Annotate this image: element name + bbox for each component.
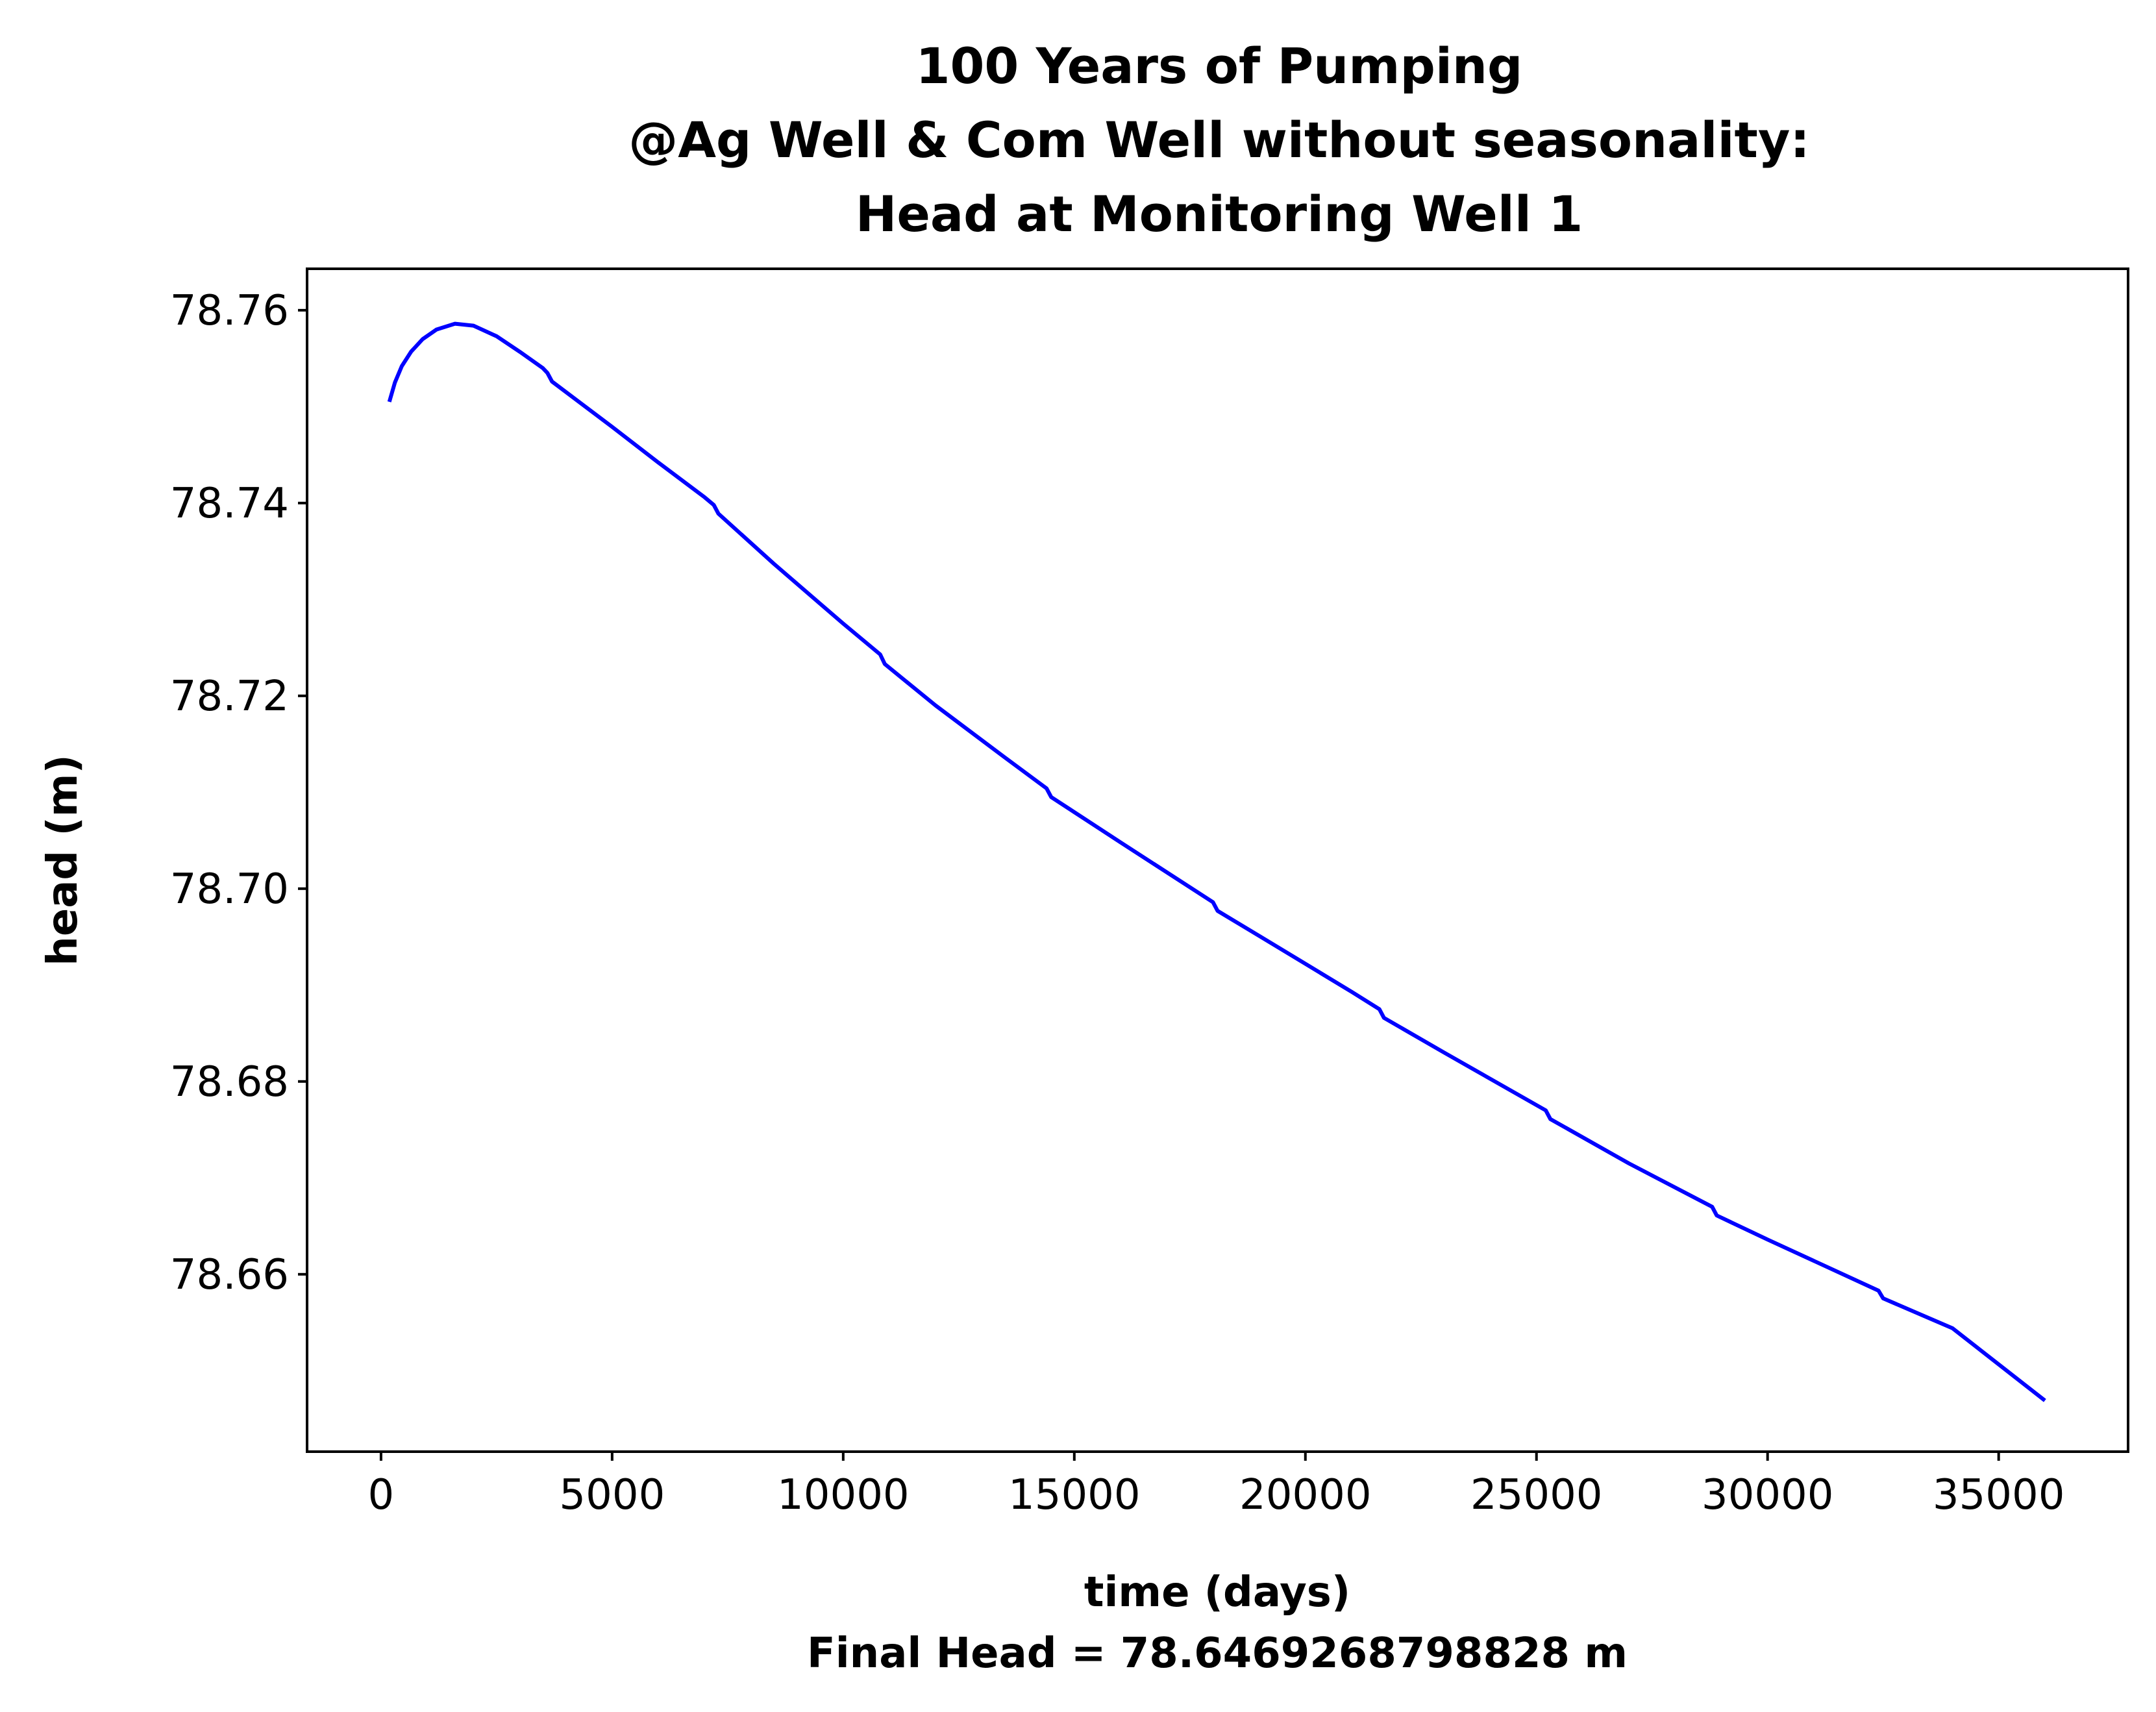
x-tick-label: 0	[368, 1471, 395, 1519]
y-tick-label: 78.74	[170, 480, 289, 528]
y-tick-label: 78.72	[170, 673, 289, 721]
series-line-0	[387, 321, 2046, 1402]
x-tick-label: 15000	[1008, 1471, 1141, 1519]
x-tick-label: 20000	[1239, 1471, 1372, 1519]
plot-area	[387, 321, 2046, 1402]
y-tick-label: 78.66	[170, 1251, 289, 1299]
final-head-annotation: Final Head = 78.6469268798828 m	[807, 1630, 1628, 1678]
y-axis-label: head (m)	[39, 754, 87, 965]
x-tick-label: 30000	[1702, 1471, 1834, 1519]
x-axis-ticks: 0 5000 10000 15000 20000 25000 30000 35000	[368, 1452, 2065, 1519]
chart-title-line-3: Head at Monitoring Well 1	[856, 185, 1583, 243]
x-axis-label: time (days)	[1084, 1569, 1350, 1617]
x-tick-label: 25000	[1470, 1471, 1603, 1519]
plot-frame	[306, 267, 2129, 1453]
x-tick-label: 35000	[1933, 1471, 2065, 1519]
y-tick-label: 78.70	[170, 865, 289, 913]
y-axis-ticks: 78.66 78.68 78.70 78.72 78.74 78.76	[170, 287, 307, 1299]
y-tick-label: 78.68	[170, 1058, 289, 1106]
y-tick-label: 78.76	[170, 287, 289, 335]
x-tick-label: 10000	[777, 1471, 910, 1519]
x-tick-label: 5000	[559, 1471, 665, 1519]
chart-title-line-1: 100 Years of Pumping	[916, 37, 1523, 95]
chart-title-line-2: @Ag Well & Com Well without seasonality:	[628, 111, 1810, 169]
